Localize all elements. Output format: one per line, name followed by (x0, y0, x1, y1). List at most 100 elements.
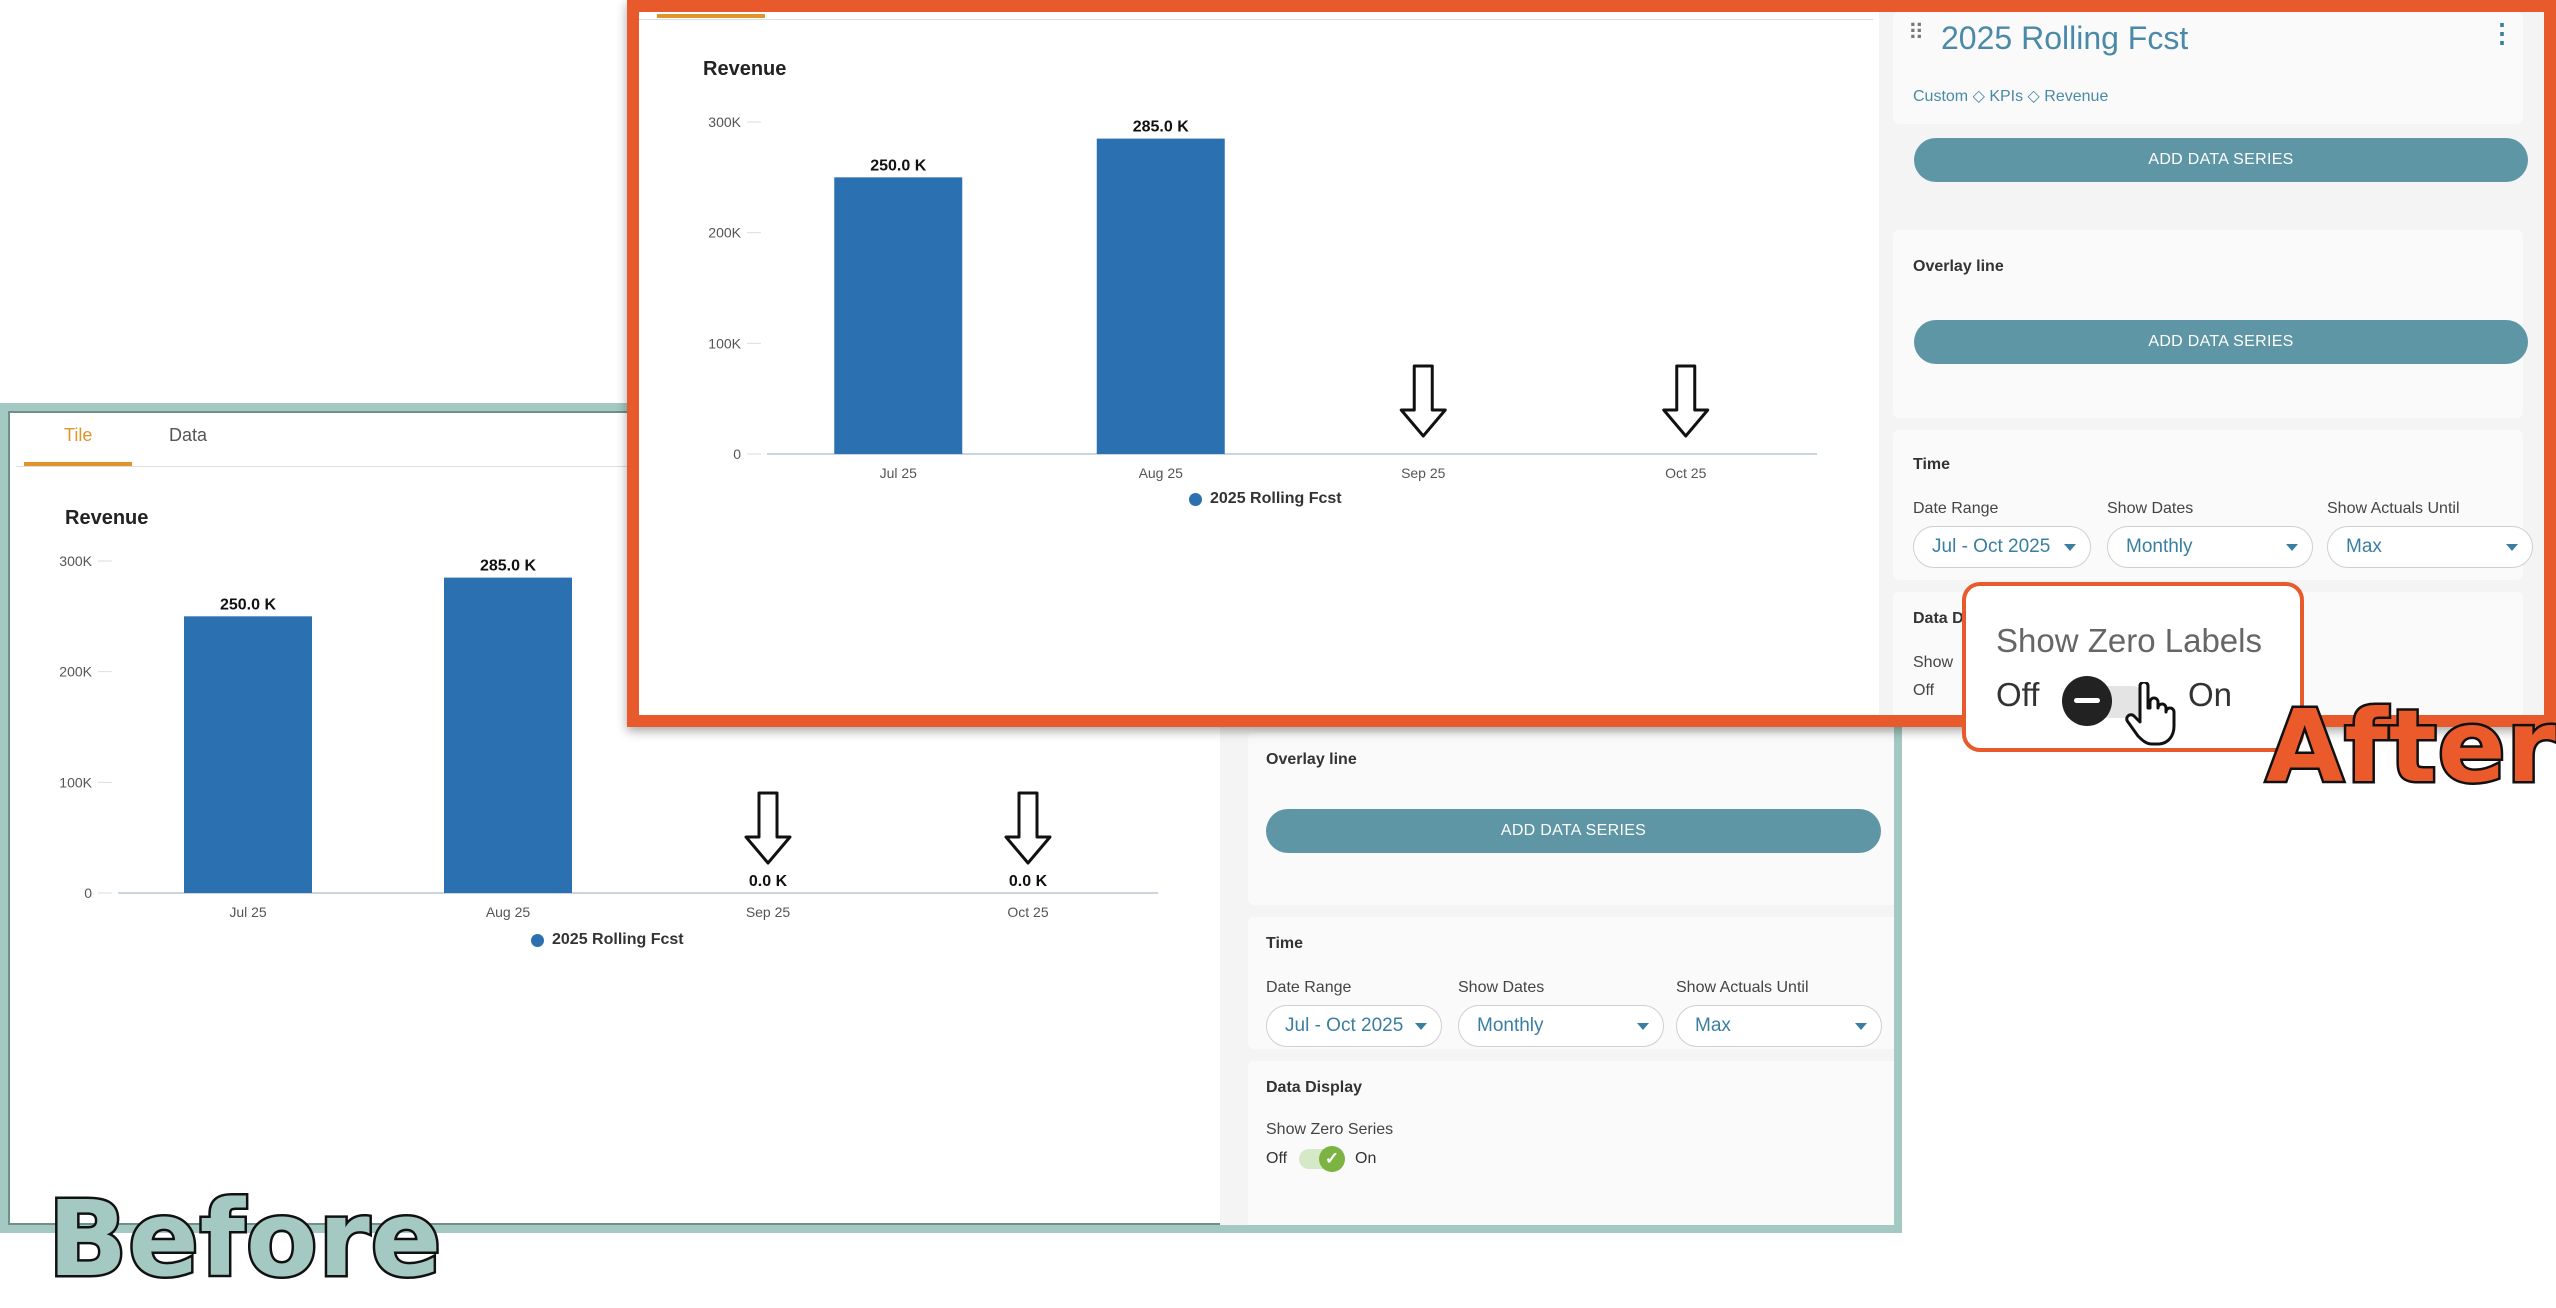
actuals-value: Max (1695, 1015, 1731, 1036)
add-data-series-button[interactable]: ADD DATA SERIES (1914, 138, 2528, 182)
overlay-card: Overlay line ADD DATA SERIES (1248, 733, 1894, 905)
chart-title: Revenue (703, 58, 787, 80)
drag-handle-icon[interactable]: ⠿ (1908, 20, 1925, 45)
chevron-down-icon (1855, 1023, 1867, 1030)
tab-bar: Tile Data (16, 411, 1216, 467)
tab-tile[interactable]: Tile (64, 425, 93, 445)
callout-on-label: On (2188, 676, 2233, 713)
chevron-down-icon (2506, 544, 2518, 551)
callout-off-label: Off (1996, 676, 2040, 713)
data-display-card: Data Display Show Zero Series Off ✓ On (1248, 1061, 1894, 1225)
time-title: Time (1913, 456, 1951, 473)
data-label: 0.0 K (1009, 873, 1048, 890)
actuals-label: Show Actuals Until (2327, 500, 2460, 517)
legend-dot (1189, 492, 1202, 506)
before-badge: Before (45, 1176, 443, 1303)
actuals-select[interactable]: Max (2327, 526, 2533, 568)
x-tick-label: Sep 25 (1401, 465, 1446, 481)
bar-jul-25 (834, 177, 963, 454)
date-range-select[interactable]: Jul - Oct 2025 (1266, 1005, 1442, 1047)
legend-label: 2025 Rolling Fcst (1210, 490, 1342, 507)
actuals-value: Max (2346, 536, 2382, 557)
zero-series-toggle-row: Off ✓ On (1266, 1146, 1377, 1172)
add-data-series-button[interactable]: ADD DATA SERIES (1914, 320, 2528, 364)
data-display-title: Data Display (1266, 1079, 1363, 1096)
x-tick-label: Aug 25 (1139, 465, 1184, 481)
x-tick-label: Sep 25 (746, 904, 791, 920)
y-tick-label: 100K (708, 335, 741, 351)
tab-bar (639, 12, 1873, 20)
callout-title: Show Zero Labels (1996, 622, 2262, 659)
tile-title: 2025 Rolling Fcst (1941, 20, 2189, 56)
data-label: 285.0 K (1133, 119, 1189, 136)
time-title: Time (1266, 935, 1304, 952)
date-range-value: Jul - Oct 2025 (1932, 536, 2051, 557)
toggle-off-label: Off (1266, 1150, 1288, 1167)
toggle-knob-minus-icon[interactable] (2062, 676, 2112, 726)
chart-legend[interactable]: 2025 Rolling Fcst (1189, 490, 1342, 508)
chevron-down-icon (2064, 544, 2076, 551)
show-dates-value: Monthly (2126, 536, 2193, 557)
tab-data[interactable]: Data (169, 425, 208, 445)
toggle-on-label: On (1355, 1150, 1377, 1167)
date-range-select[interactable]: Jul - Oct 2025 (1913, 526, 2091, 568)
zero-series-toggle[interactable]: ✓ (1299, 1146, 1346, 1172)
zero-series-label: Show Zero Series (1266, 1121, 1394, 1138)
time-card: Time Date Range Jul - Oct 2025 Show Date… (1248, 917, 1894, 1049)
chart-legend[interactable]: 2025 Rolling Fcst (531, 931, 684, 949)
show-dates-select[interactable]: Monthly (1458, 1005, 1664, 1047)
data-label: 250.0 K (220, 596, 276, 613)
data-display-title: Data D (1913, 610, 1964, 627)
y-tick-label: 0 (84, 885, 92, 901)
breadcrumb: Custom ◇ KPIs ◇ Revenue (1913, 88, 2109, 105)
active-tab-indicator (24, 462, 132, 466)
legend-label: 2025 Rolling Fcst (552, 931, 684, 948)
add-data-series-button[interactable]: ADD DATA SERIES (1266, 809, 1881, 853)
tile-header-card: ⠿ 2025 Rolling Fcst ⋮ Custom ◇ KPIs ◇ Re… (1893, 12, 2523, 124)
show-dates-label: Show Dates (2107, 500, 2194, 517)
show-dates-select[interactable]: Monthly (2107, 526, 2313, 568)
more-vert-icon[interactable]: ⋮ (2489, 18, 2515, 48)
date-range-label: Date Range (1913, 500, 1999, 517)
overlay-title: Overlay line (1266, 751, 1357, 768)
down-arrow-icon (1662, 364, 1710, 438)
down-arrow-icon (744, 791, 792, 865)
data-label: 285.0 K (480, 558, 536, 575)
x-tick-label: Jul 25 (880, 465, 918, 481)
show-label: Show (1913, 654, 1954, 671)
hand-pointer-icon (2125, 682, 2176, 746)
x-tick-label: Oct 25 (1665, 465, 1706, 481)
active-tab-indicator (657, 14, 765, 18)
x-tick-label: Aug 25 (486, 904, 531, 920)
check-icon: ✓ (1319, 1146, 1346, 1172)
down-arrow-icon (1004, 791, 1052, 865)
bar-jul-25 (184, 616, 312, 893)
revenue-chart: 0 100K 200K 300K 250.0 K Jul 25 285.0 K Aug 25 0… (59, 553, 1158, 920)
data-label: 250.0 K (870, 157, 926, 174)
show-zero-labels-callout: Show Zero Labels Off On (1962, 582, 2304, 752)
x-tick-label: Jul 25 (229, 904, 267, 920)
chevron-down-icon (1637, 1023, 1649, 1030)
y-tick-label: 200K (59, 664, 92, 680)
date-range-value: Jul - Oct 2025 (1285, 1015, 1404, 1036)
actuals-label: Show Actuals Until (1676, 979, 1809, 996)
actuals-select[interactable]: Max (1676, 1005, 1882, 1047)
data-label: 0.0 K (749, 873, 788, 890)
y-tick-label: 100K (59, 774, 92, 790)
after-badge: After (2264, 686, 2556, 808)
revenue-chart: 0 100K 200K 300K 250.0 K Jul 25 285.0 K Aug 25 S… (708, 114, 1817, 481)
down-arrow-icon (1399, 364, 1447, 438)
time-card: Time Date Range Jul - Oct 2025 Show Date… (1893, 430, 2533, 580)
toggle-off-label: Off (1913, 682, 1935, 699)
show-dates-label: Show Dates (1458, 979, 1545, 996)
legend-dot (531, 933, 544, 947)
overlay-title: Overlay line (1913, 258, 2004, 275)
y-tick-label: 300K (708, 114, 741, 130)
y-tick-label: 200K (708, 225, 741, 241)
x-tick-label: Oct 25 (1007, 904, 1048, 920)
date-range-label: Date Range (1266, 979, 1352, 996)
chevron-down-icon (1415, 1023, 1427, 1030)
y-tick-label: 300K (59, 553, 92, 569)
chart-title: Revenue (65, 507, 149, 529)
chevron-down-icon (2286, 544, 2298, 551)
